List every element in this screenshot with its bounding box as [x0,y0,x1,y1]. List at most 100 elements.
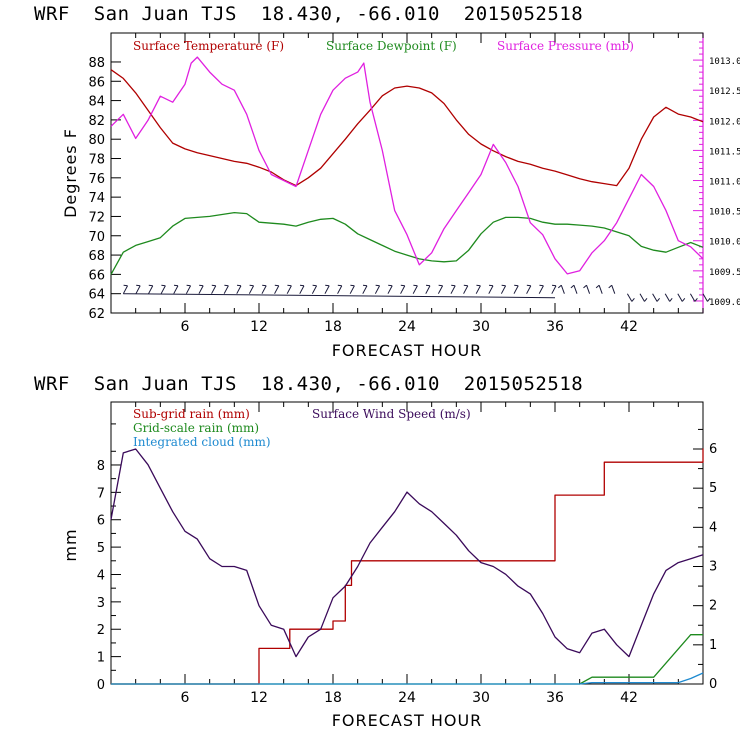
wind-barb [311,285,318,294]
top-y-tick-label: 64 [88,288,105,303]
top-x-tick-label: 18 [324,319,342,335]
wind-barb-flag [707,298,711,302]
top-series-group [110,56,704,275]
wind-barb [500,285,507,294]
top-y2-tick-label: 1010.0 [709,238,740,248]
bot-y-tick-label: 1 [97,651,105,666]
wind-barb [387,285,393,294]
top-y2-tick-label: 1011.0 [709,178,740,188]
bot-y-tick-label: 4 [97,568,105,583]
top-y-axis-label: Degrees F [61,128,80,218]
wind-barb [160,285,166,294]
wind-barb [611,285,616,294]
wind-barb [475,285,481,294]
series-line-surface-dewpoint-f [110,211,704,275]
wind-barb-flag [595,284,600,289]
wind-barb [274,285,280,294]
bottom-series-group [110,448,704,685]
series-line-integrated-cloud-mm [111,672,704,685]
legend-subgrid-rain: Sub-grid rain (mm) [133,407,250,421]
top-y-tick-label: 84 [88,95,105,110]
wind-barb-flag [681,298,686,302]
bot-y2-tick-label: 6 [709,442,717,457]
series-line-surface-temperature-f [110,69,704,187]
wind-barb [463,285,469,294]
top-y2-tick-label: 1009.5 [709,268,740,278]
bot-y2-tick-label: 0 [709,677,717,692]
legend-surface-pressure: Surface Pressure (mb) [497,39,634,53]
top-y-tick-label: 72 [88,210,105,225]
series-line-surface-pressure-mb [110,56,704,275]
wind-barb-flag [570,284,575,289]
wind-barb [639,293,645,302]
wind-barb [223,285,229,294]
bot-x-tick-label: 30 [472,690,490,706]
top-right-y-axis: 1009.0 1009.5 1010.0 1010.5 1011.0 1011.5 1012… [693,41,740,308]
top-x-tick-label: 12 [250,319,268,335]
bot-y-tick-label: 6 [97,514,105,529]
precip-panel: WRF San Juan TJS 18.430, -66.010 2015052… [34,373,717,730]
bot-y2-tick-label: 5 [709,481,717,496]
top-x-tick-label: 30 [472,319,490,335]
wind-barb [677,293,683,302]
bottom-y-axis-label: mm [61,528,80,561]
wind-barb [412,285,418,294]
top-y-tick-label: 88 [88,56,105,71]
top-y-tick-label: 66 [88,268,105,283]
wind-barb [299,285,305,294]
wind-barb [236,285,242,294]
bot-x-tick-label: 12 [250,690,268,706]
series-line-surface-wind-speed-m-s [110,448,704,658]
bot-y-tick-label: 8 [97,459,105,474]
wind-barb [702,293,708,302]
wind-barb [437,285,444,294]
wind-barb [573,285,578,294]
wind-barb-flag [694,298,698,302]
wind-barb [261,285,267,294]
wind-barb [148,285,154,294]
bot-x-tick-label: 42 [620,690,638,706]
bottom-chart-title: WRF San Juan TJS 18.430, -66.010 2015052… [34,373,583,395]
wind-barb [538,285,544,294]
wind-barb-baseline [123,293,556,299]
bot-x-tick-label: 24 [398,690,416,706]
wind-barb [626,293,633,302]
wind-barb [586,285,591,294]
bottom-x-axis: 6 12 18 24 30 36 42 [110,402,704,706]
bot-y-tick-label: 2 [97,623,105,638]
top-x-tick-label: 36 [546,319,564,335]
top-chart-title: WRF San Juan TJS 18.430, -66.010 2015052… [34,3,583,25]
wind-barb-flag [583,284,587,289]
wind-barb [173,285,179,294]
wind-barb [374,285,381,294]
top-y-tick-label: 82 [88,114,105,129]
top-y2-tick-label: 1009.0 [709,298,740,308]
wind-barb [122,285,129,294]
wind-barb [598,285,603,294]
wind-barb [185,285,192,294]
legend-gridscale-rain: Grid-scale rain (mm) [133,421,259,435]
bot-x-tick-label: 18 [324,690,342,706]
temperature-panel: WRF San Juan TJS 18.430, -66.010 2015052… [34,3,740,360]
bot-x-tick-label: 36 [546,690,564,706]
top-y-tick-label: 68 [88,249,105,264]
top-y-tick-label: 62 [88,307,105,322]
top-x-tick-label: 24 [398,319,416,335]
bot-y-tick-label: 3 [97,596,105,611]
top-y2-tick-label: 1012.0 [709,117,740,127]
top-y-tick-label: 76 [88,172,105,187]
top-y-tick-label: 78 [88,153,105,168]
wind-barb [526,285,532,294]
legend-surface-dewpoint: Surface Dewpoint (F) [326,39,457,53]
top-x-axis-label: FORECAST HOUR [332,341,483,360]
bottom-left-y-axis: 0 1 2 3 4 5 6 7 8 [97,423,121,693]
wind-barb [689,293,696,302]
wind-barbs [122,284,711,302]
wind-barb [211,285,217,294]
series-line-sub-grid-rain-mm [111,448,704,685]
bot-y-tick-label: 0 [97,678,105,693]
top-y2-tick-label: 1012.5 [709,87,740,97]
wind-barb [652,293,658,302]
bot-y2-tick-label: 2 [709,599,717,614]
